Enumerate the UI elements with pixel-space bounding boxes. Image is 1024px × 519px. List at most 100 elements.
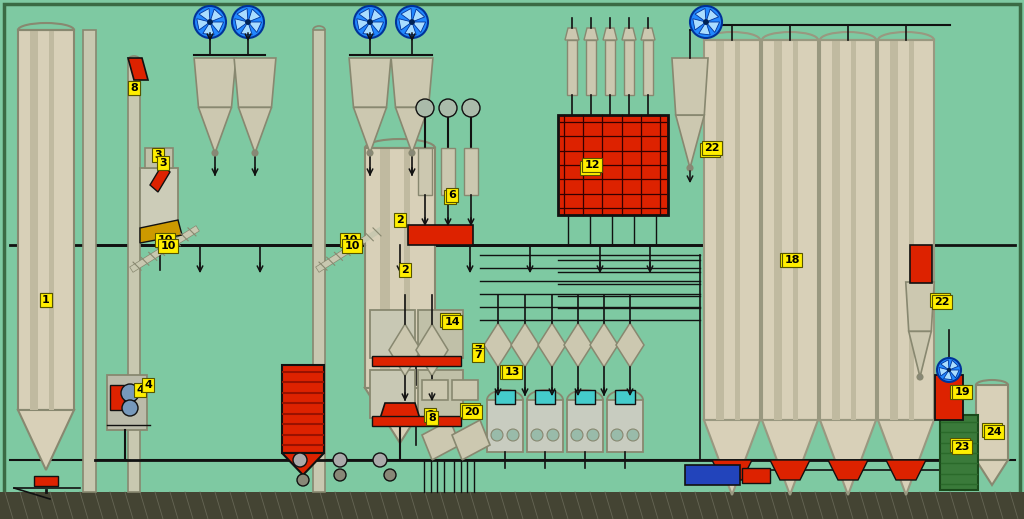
Bar: [793, 40, 798, 420]
Text: 10: 10: [344, 241, 359, 251]
Bar: [372, 416, 461, 426]
Polygon shape: [249, 9, 261, 21]
Text: 13: 13: [504, 367, 520, 377]
Bar: [83, 30, 96, 492]
Circle shape: [937, 358, 961, 382]
Bar: [31, 30, 38, 410]
Circle shape: [207, 19, 213, 25]
Polygon shape: [878, 420, 934, 495]
Circle shape: [507, 429, 519, 441]
Text: 7: 7: [474, 345, 482, 355]
Polygon shape: [622, 28, 636, 40]
Polygon shape: [590, 323, 618, 367]
Polygon shape: [603, 28, 617, 40]
Bar: [567, 400, 603, 452]
Polygon shape: [150, 165, 170, 192]
Bar: [527, 400, 563, 452]
Polygon shape: [939, 367, 947, 376]
Circle shape: [410, 19, 415, 25]
Polygon shape: [941, 360, 949, 369]
Polygon shape: [18, 410, 74, 470]
Polygon shape: [484, 323, 512, 367]
Bar: [833, 40, 840, 420]
Text: 24: 24: [986, 427, 1001, 437]
Polygon shape: [584, 28, 598, 40]
Circle shape: [121, 384, 139, 402]
Text: 23: 23: [954, 442, 970, 452]
Bar: [128, 60, 140, 492]
Bar: [0, 492, 1024, 519]
Circle shape: [611, 429, 623, 441]
Bar: [34, 476, 58, 486]
Text: 14: 14: [442, 315, 458, 325]
Polygon shape: [943, 372, 952, 380]
Bar: [717, 40, 724, 420]
Circle shape: [703, 19, 709, 25]
Polygon shape: [195, 58, 236, 107]
Bar: [890, 40, 898, 420]
Circle shape: [232, 6, 264, 38]
Polygon shape: [441, 148, 455, 195]
Polygon shape: [372, 22, 384, 32]
Polygon shape: [391, 58, 433, 107]
Polygon shape: [356, 19, 368, 30]
Bar: [282, 365, 324, 453]
Polygon shape: [616, 323, 644, 367]
Circle shape: [571, 429, 583, 441]
Polygon shape: [908, 332, 931, 377]
Circle shape: [547, 429, 559, 441]
Polygon shape: [828, 460, 868, 480]
Polygon shape: [886, 460, 926, 480]
Bar: [705, 40, 760, 420]
Polygon shape: [698, 24, 711, 35]
Polygon shape: [565, 28, 579, 40]
Polygon shape: [693, 19, 705, 30]
Polygon shape: [239, 107, 271, 153]
Polygon shape: [422, 420, 460, 460]
Circle shape: [627, 429, 639, 441]
Text: 19: 19: [954, 387, 970, 397]
Text: 18: 18: [784, 255, 800, 265]
Text: 12: 12: [585, 160, 600, 170]
Text: 3: 3: [159, 158, 167, 168]
Bar: [365, 148, 435, 388]
Bar: [624, 40, 634, 95]
Polygon shape: [950, 370, 959, 378]
Bar: [140, 168, 178, 228]
Polygon shape: [464, 148, 478, 195]
Text: 8: 8: [130, 83, 138, 93]
Polygon shape: [564, 323, 592, 367]
Polygon shape: [413, 9, 425, 21]
Bar: [586, 40, 596, 95]
Polygon shape: [395, 107, 428, 153]
Circle shape: [531, 429, 543, 441]
Text: 20: 20: [462, 405, 477, 415]
Text: 14: 14: [444, 317, 460, 327]
Circle shape: [687, 165, 693, 171]
Polygon shape: [676, 115, 705, 168]
Bar: [558, 115, 668, 215]
Text: 1: 1: [42, 295, 50, 305]
Text: 7: 7: [474, 350, 482, 360]
Polygon shape: [353, 107, 386, 153]
Polygon shape: [949, 360, 958, 370]
Polygon shape: [203, 24, 214, 35]
Bar: [535, 390, 555, 404]
Polygon shape: [349, 58, 391, 107]
Bar: [372, 356, 461, 366]
Polygon shape: [140, 220, 182, 243]
Polygon shape: [241, 24, 252, 35]
Text: 24: 24: [984, 425, 999, 435]
Polygon shape: [705, 420, 760, 495]
Text: 12: 12: [583, 163, 598, 173]
Circle shape: [587, 429, 599, 441]
Circle shape: [384, 469, 396, 481]
Text: 10: 10: [342, 235, 357, 245]
Bar: [685, 465, 740, 485]
Bar: [408, 225, 473, 245]
Bar: [762, 40, 818, 420]
Bar: [49, 30, 54, 410]
Bar: [643, 40, 653, 95]
Polygon shape: [418, 148, 432, 195]
Circle shape: [373, 453, 387, 467]
